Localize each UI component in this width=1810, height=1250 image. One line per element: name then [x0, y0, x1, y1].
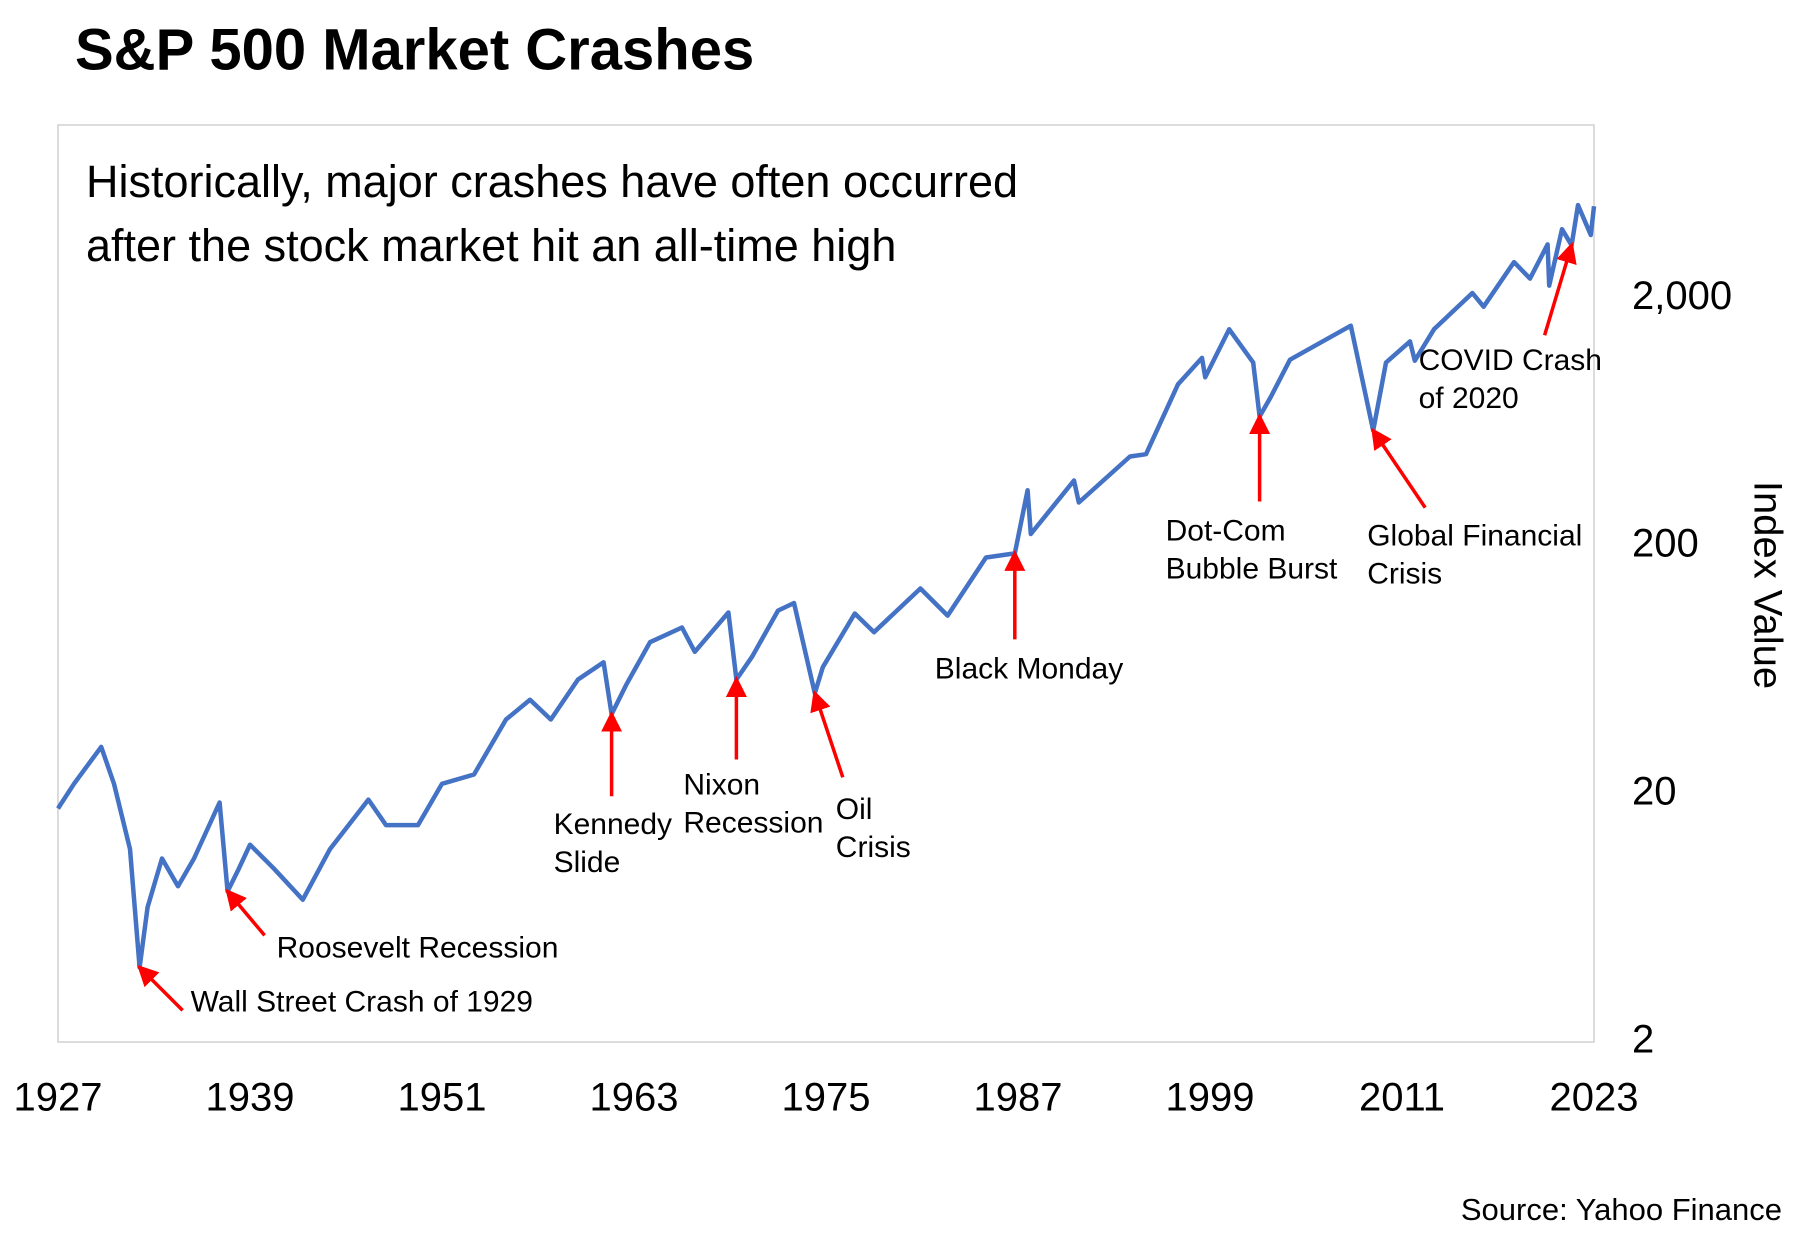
plot-frame	[57, 124, 1595, 1043]
annotation-label: COVID Crash	[1419, 344, 1602, 377]
chart-title: S&P 500 Market Crashes	[75, 17, 754, 82]
annotation-arrow	[225, 888, 266, 937]
annotation-label: Global Financial	[1367, 520, 1582, 553]
annotation-arrow	[810, 689, 845, 778]
x-tick-label: 1987	[974, 1076, 1063, 1120]
y-tick-label: 2	[1632, 1018, 1654, 1062]
x-tick-label: 1999	[1166, 1076, 1255, 1120]
y-tick-label: 200	[1632, 522, 1699, 566]
x-tick-label: 1975	[782, 1076, 871, 1120]
y-tick-label: 20	[1632, 770, 1677, 814]
y-axis-title: Index Value	[1745, 481, 1789, 689]
x-tick-label: 1963	[590, 1076, 679, 1120]
annotation-arrow	[1542, 241, 1577, 336]
x-tick-label: 1939	[206, 1076, 295, 1120]
x-tick-label: 2011	[1359, 1076, 1445, 1120]
annotation-arrow	[137, 964, 184, 1012]
annotation-label: Bubble Burst	[1166, 552, 1338, 585]
y-tick-label: 2,000	[1632, 274, 1732, 318]
annotation-label: Oil	[836, 793, 873, 826]
annotation-label: Roosevelt Recession	[277, 931, 559, 964]
x-tick-label: 1927	[14, 1076, 103, 1120]
annotation-label: Recession	[683, 806, 823, 839]
annotation-label: Nixon	[683, 768, 760, 801]
x-tick-label: 2023	[1550, 1076, 1639, 1120]
annotation-label: Crisis	[836, 831, 911, 864]
index-line	[56, 202, 1597, 970]
subtitle: Historically, major crashes have often o…	[86, 156, 1018, 207]
annotation-label: of 2020	[1419, 382, 1519, 415]
subtitle: after the stock market hit an all-time h…	[86, 220, 896, 271]
annotation-label: Black Monday	[935, 652, 1123, 685]
annotation-arrow	[1371, 427, 1427, 509]
annotation-label: Kennedy	[554, 808, 672, 841]
annotation-label: Wall Street Crash of 1929	[191, 985, 533, 1018]
annotation-label: Dot-Com	[1166, 514, 1286, 547]
annotation-label: Slide	[554, 846, 621, 879]
source: Source: Yahoo Finance	[1461, 1192, 1782, 1227]
x-tick-label: 1951	[398, 1076, 487, 1120]
annotation-label: Crisis	[1367, 558, 1442, 591]
